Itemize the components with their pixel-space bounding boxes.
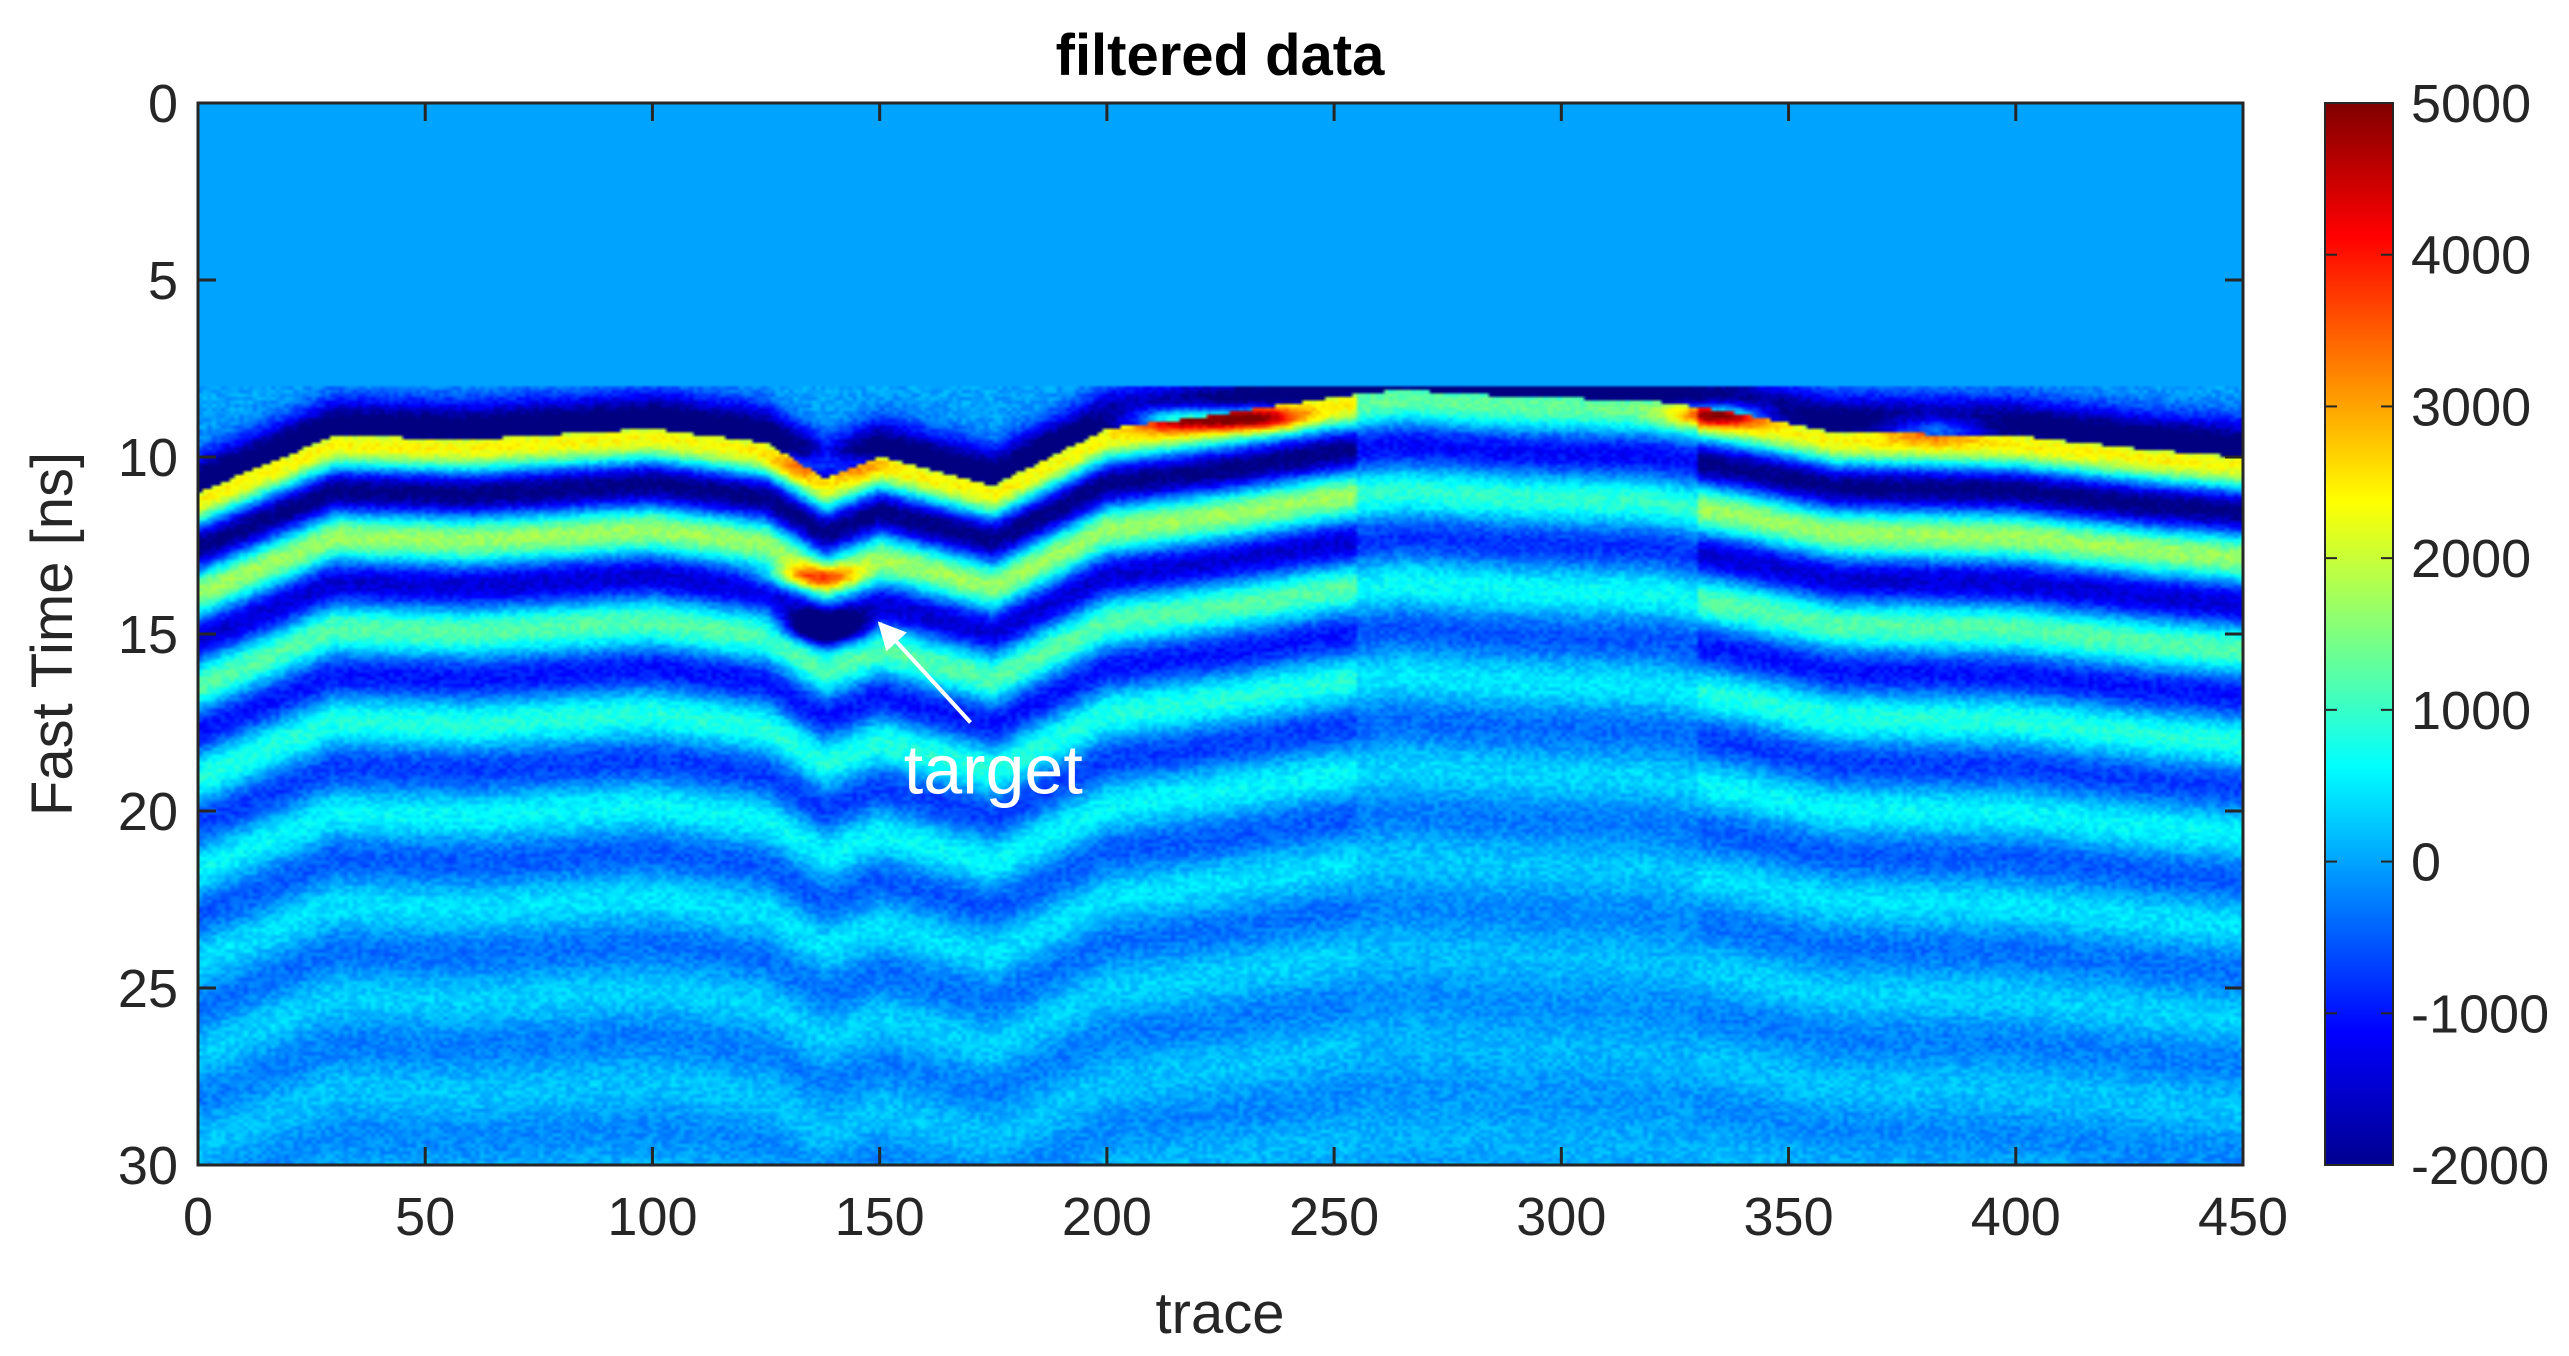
x-axis: 0 50 100 150 200 250 300 350 400 450 [183,103,2288,1247]
x-tick-label: 400 [1971,1187,2061,1247]
x-tick-label: 200 [1062,1187,1152,1247]
y-tick-label: 25 [118,959,178,1019]
heatmap-image [198,103,2243,1165]
colorbar-ticks: 5000 4000 3000 2000 1000 0 -1000 -2000 [2325,74,2549,1196]
y-axis: 0 5 10 15 20 25 30 [118,74,2243,1196]
colorbar-tick-label: -1000 [2411,984,2549,1044]
chart-title: filtered data [1056,23,1385,88]
target-arrow [877,621,973,724]
heatmap-plot [196,101,2245,1167]
x-axis-label: trace [1156,1281,1285,1346]
target-label: target [904,730,1083,808]
y-tick-label: 10 [118,428,178,488]
y-tick-label: 0 [148,74,178,134]
x-tick-label: 100 [607,1187,697,1247]
colorbar-tick-label: 5000 [2411,74,2531,134]
colorbar-gradient [2324,102,2394,1166]
x-tick-label: 0 [183,1187,213,1247]
x-tick-label: 250 [1289,1187,1379,1247]
y-tick-label: 20 [118,782,178,842]
y-tick-label: 5 [148,251,178,311]
x-tick-label: 300 [1516,1187,1606,1247]
colorbar-tick-label: 4000 [2411,226,2531,286]
target-annotation: target [877,621,1083,808]
x-tick-label: 50 [395,1187,455,1247]
x-tick-label: 450 [2198,1187,2288,1247]
x-tick-label: 350 [1744,1187,1834,1247]
y-tick-label: 15 [118,605,178,665]
colorbar-tick-label: 2000 [2411,529,2531,589]
colorbar-tick-label: 0 [2411,833,2441,893]
colorbar-tick-label: -2000 [2411,1136,2549,1196]
colorbar: 5000 4000 3000 2000 1000 0 -1000 -2000 [2324,74,2549,1196]
colorbar-tick-label: 1000 [2411,681,2531,741]
x-tick-label: 150 [835,1187,925,1247]
y-tick-label: 30 [118,1136,178,1196]
y-axis-label: Fast Time [ns] [20,452,85,816]
colorbar-tick-label: 3000 [2411,377,2531,437]
